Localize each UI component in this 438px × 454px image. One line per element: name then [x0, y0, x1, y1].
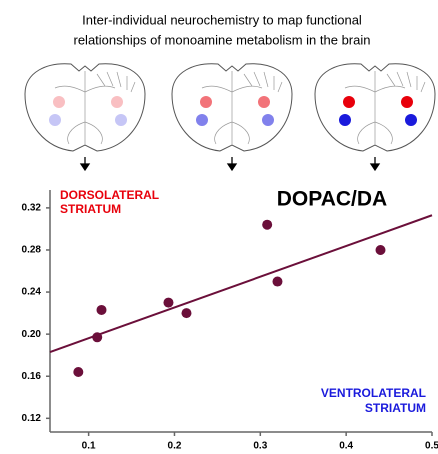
- point: [375, 244, 386, 255]
- y-tick-label: 0.20: [22, 329, 42, 340]
- x-tick-label: 0.1: [82, 441, 96, 452]
- x-tick-label: 0.4: [339, 441, 353, 452]
- annotation: VENTROLATERAL: [321, 386, 426, 400]
- y-tick-label: 0.24: [22, 287, 42, 298]
- title-line: relationships of monoamine metabolism in…: [74, 32, 371, 47]
- y-tick-label: 0.32: [22, 203, 42, 214]
- annotation: DOPAC/DA: [277, 188, 387, 211]
- point: [92, 332, 103, 343]
- brain-section: [171, 63, 293, 152]
- x-tick-label: 0.2: [168, 441, 182, 452]
- point: [96, 304, 107, 315]
- fit-line: [49, 214, 433, 353]
- annotation: DORSOLATERAL: [60, 188, 159, 202]
- x-tick-label: 0.3: [253, 441, 267, 452]
- y-tick-label: 0.16: [22, 371, 42, 382]
- axes: [49, 190, 432, 433]
- arrows: [79, 157, 381, 172]
- point: [262, 219, 273, 230]
- title-line: Inter-individual neurochemistry to map f…: [82, 12, 362, 27]
- y-tick-label: 0.12: [22, 413, 42, 424]
- x-tick-label: 0.5: [425, 441, 438, 452]
- y-tick-label: 0.28: [22, 245, 42, 256]
- brain-section: [314, 63, 436, 152]
- point: [163, 297, 174, 308]
- annotation: STRIATUM: [60, 202, 121, 216]
- point: [181, 308, 192, 319]
- point: [73, 367, 84, 378]
- point: [272, 276, 283, 287]
- brain-section: [24, 63, 146, 152]
- annotation: STRIATUM: [365, 401, 426, 415]
